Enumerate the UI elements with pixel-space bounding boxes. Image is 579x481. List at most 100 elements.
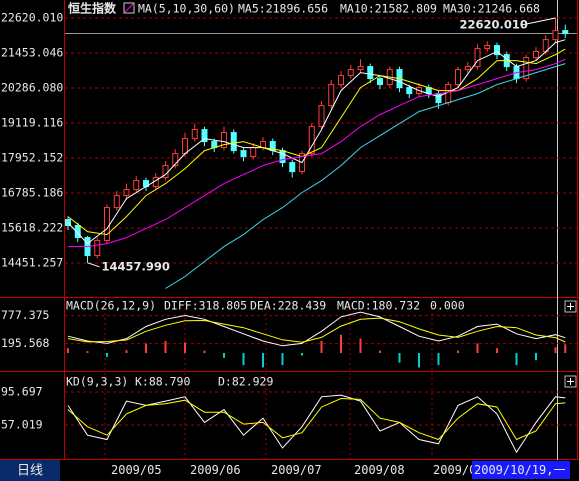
candle-body	[289, 162, 296, 173]
macd-bar	[145, 343, 147, 354]
macd-bar	[359, 338, 362, 354]
y-tick-label: 57.019	[1, 417, 43, 431]
indicator-label: MA(5,10,30,60)	[138, 2, 235, 16]
candle-body	[133, 180, 140, 191]
legend-entry: MA30:21246.668	[443, 2, 540, 16]
series-line	[67, 39, 566, 245]
expand-button[interactable]	[564, 375, 577, 388]
annotation-label: 22620.010	[460, 18, 528, 32]
panel-title: 恒生指数	[68, 1, 117, 16]
candle-body	[104, 207, 110, 242]
macd-bar	[379, 350, 381, 354]
candle-body	[94, 240, 101, 257]
macd-bar	[515, 353, 518, 366]
candle-body	[123, 189, 130, 197]
candle-body	[552, 30, 559, 41]
macd-bar	[242, 353, 245, 366]
legend-icon-stroke	[124, 3, 134, 13]
x-tick-label: 2009/05	[111, 463, 162, 477]
annotation-label: 14457.990	[102, 259, 170, 273]
candle-body	[191, 129, 198, 140]
candle-body	[562, 30, 569, 35]
plus-icon	[567, 378, 574, 385]
candle-body	[357, 66, 364, 71]
candle-body	[250, 147, 257, 158]
y-tick-label: 19119.116	[1, 116, 63, 130]
macd-bar	[437, 353, 440, 366]
x-tick-label: 2009/0	[433, 463, 476, 477]
y-tick-label: 14451.257	[1, 256, 63, 270]
annotation-leader	[87, 262, 100, 268]
macd-bar	[281, 353, 284, 366]
macd-bar	[203, 350, 206, 354]
candle-body	[279, 150, 286, 164]
series-line	[67, 48, 566, 236]
candle-body	[347, 69, 354, 77]
y-tick-label: 20286.080	[1, 81, 63, 95]
x-tick-label: 2009/07	[271, 463, 322, 477]
cursor-date: 2009/10/19,一	[474, 463, 565, 477]
expand-button[interactable]	[564, 300, 577, 313]
candle-body	[318, 105, 325, 128]
candle-body	[230, 132, 237, 152]
macd-bar	[340, 334, 342, 354]
series-line	[68, 58, 566, 248]
panel-title: MACD(26,12,9)	[66, 299, 156, 313]
legend-entry: DIFF:318.805	[164, 299, 247, 313]
candle-body	[474, 48, 481, 68]
legend-entry: MACD:180.732	[337, 299, 420, 313]
candle-body	[464, 66, 471, 71]
macd-bar	[301, 353, 303, 356]
y-tick-label: 15618.222	[1, 221, 63, 235]
series-line	[67, 311, 566, 347]
macd-bar	[125, 350, 128, 354]
month-separators	[104, 298, 433, 459]
macd-bar	[496, 348, 498, 354]
legend-entry: MA5:21896.656	[238, 2, 328, 16]
legend-entry: D:82.929	[218, 375, 273, 389]
x-tick-label: 2009/06	[190, 463, 241, 477]
candle-body	[523, 57, 530, 80]
panel-title: KD(9,3,3)	[66, 375, 128, 389]
candle-body	[182, 138, 188, 155]
y-tick-label: 17952.152	[1, 151, 63, 165]
candle-body	[328, 84, 335, 107]
macd-bar	[184, 342, 186, 354]
candle-body	[494, 45, 500, 56]
y-tick-label: 95.697	[1, 384, 43, 398]
macd-bar	[418, 353, 420, 368]
cursor-date-box	[472, 461, 570, 479]
period-tab[interactable]	[0, 460, 60, 481]
legend-entry: DEA:228.439	[250, 299, 326, 313]
series-line	[67, 397, 566, 441]
candle-body	[308, 126, 315, 155]
y-tick-label: 16785.186	[1, 186, 63, 200]
annotation-leader	[521, 17, 556, 26]
candle-body	[445, 84, 452, 104]
candle-body	[338, 75, 344, 86]
macd-bar	[457, 350, 459, 354]
candle-body	[221, 132, 227, 149]
candle-body	[240, 150, 247, 158]
candle-body	[484, 45, 491, 50]
period-label[interactable]: 日线	[17, 464, 43, 479]
legend-entry: K:88.790	[135, 375, 190, 389]
x-tick-label: 2009/08	[354, 463, 405, 477]
macd-bar	[67, 348, 69, 354]
macd-bar	[476, 343, 479, 354]
macd-bar	[223, 353, 225, 358]
macd-bar	[106, 353, 108, 357]
y-tick-label: 21453.046	[1, 46, 63, 60]
macd-bar	[320, 340, 323, 354]
macd-bar	[86, 351, 89, 354]
legend-icon	[123, 2, 135, 14]
candle-body	[533, 51, 539, 59]
candle-body	[455, 69, 461, 86]
y-tick-label: 195.568	[1, 336, 50, 350]
macd-bar	[535, 353, 537, 361]
y-tick-label: 777.375	[1, 308, 49, 322]
macd-bar	[554, 347, 557, 354]
macd-bar	[564, 344, 567, 354]
candle-body	[406, 87, 413, 95]
